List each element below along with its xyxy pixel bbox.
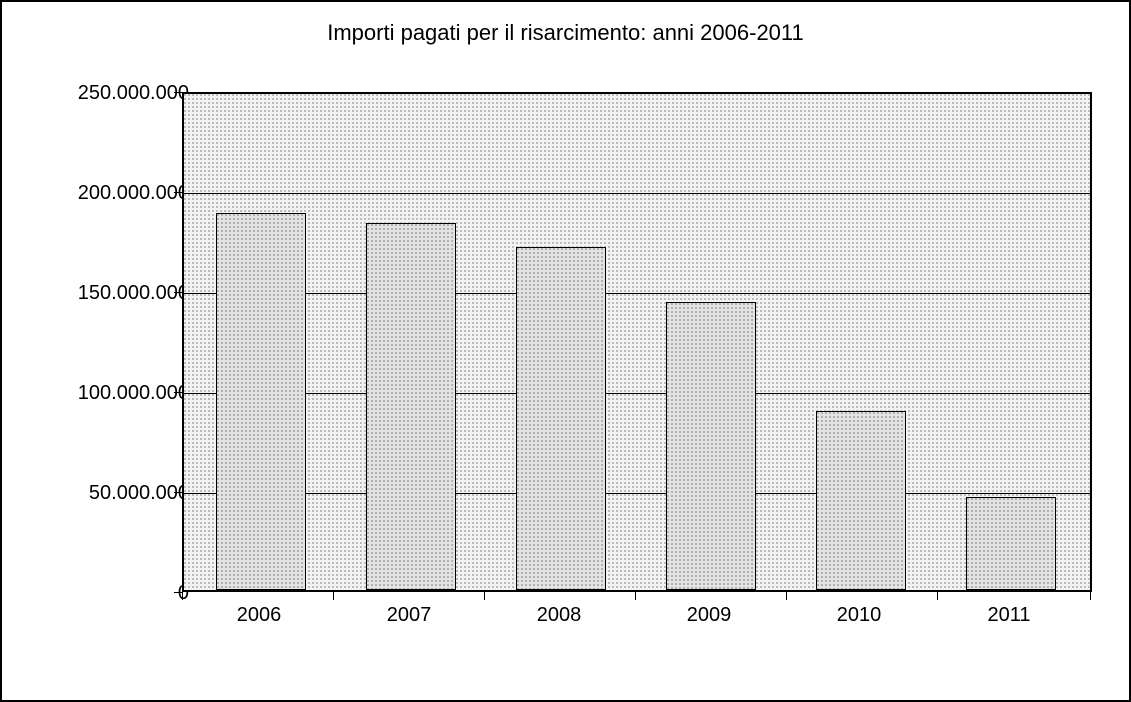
chart-title: Importi pagati per il risarcimento: anni… [2, 20, 1129, 46]
x-tick [333, 592, 334, 600]
gridline [184, 493, 1090, 494]
x-tick [937, 592, 938, 600]
bar-2009 [666, 302, 756, 590]
y-tick-label: 100.000.000 [39, 382, 189, 405]
bar-2010 [816, 411, 906, 590]
x-tick-label: 2010 [784, 604, 934, 627]
bar-2011 [966, 497, 1056, 590]
y-tick-label: 0 [39, 582, 189, 605]
y-tick-label: 150.000.000 [39, 282, 189, 305]
x-tick [484, 592, 485, 600]
x-tick-label: 2008 [484, 604, 634, 627]
bar-2008 [516, 247, 606, 590]
bar-2006 [216, 213, 306, 590]
x-tick-label: 2007 [334, 604, 484, 627]
y-tick [174, 292, 182, 293]
gridline [184, 193, 1090, 194]
x-tick-label: 2009 [634, 604, 784, 627]
x-tick [1090, 592, 1091, 600]
plot-area [182, 92, 1092, 592]
y-tick [174, 492, 182, 493]
gridline [184, 293, 1090, 294]
y-tick-label: 200.000.000 [39, 182, 189, 205]
y-tick [174, 592, 182, 593]
x-tick-label: 2011 [934, 604, 1084, 627]
x-tick [786, 592, 787, 600]
y-tick [174, 192, 182, 193]
x-tick [182, 592, 183, 600]
y-tick-label: 250.000.000 [39, 82, 189, 105]
bar-2007 [366, 223, 456, 590]
y-tick-label: 50.000.000 [39, 482, 189, 505]
chart-frame: Importi pagati per il risarcimento: anni… [0, 0, 1131, 702]
y-tick [174, 392, 182, 393]
x-tick-label: 2006 [184, 604, 334, 627]
x-tick [635, 592, 636, 600]
gridline [184, 393, 1090, 394]
y-tick [174, 92, 182, 93]
